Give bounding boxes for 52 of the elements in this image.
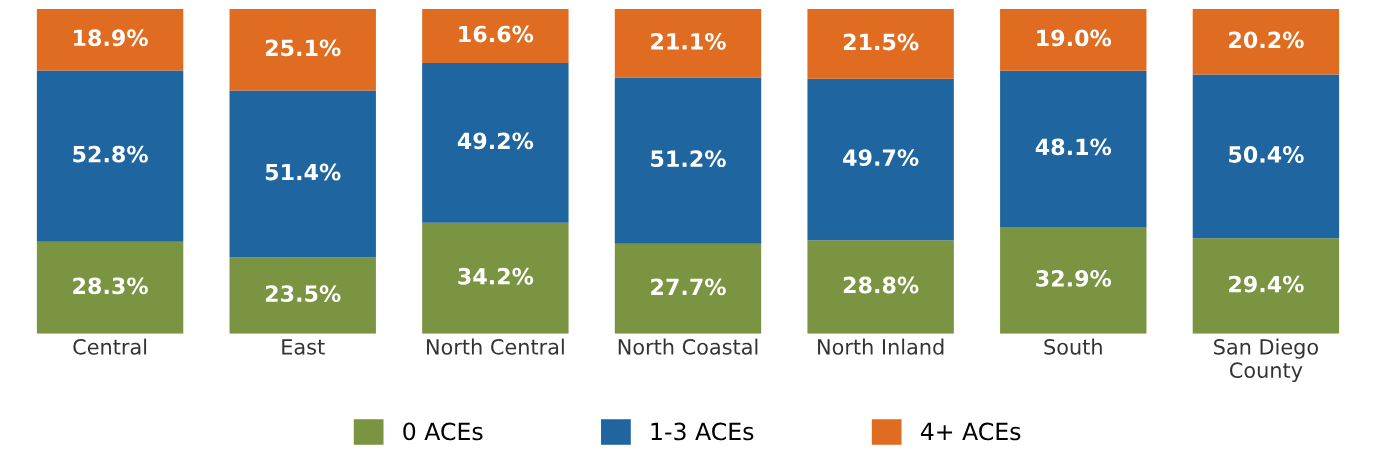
bar [614,77,762,244]
bar [1192,9,1340,75]
data-label: 29.4% [1229,275,1304,293]
data-label: 49.7% [843,149,919,166]
bar [807,9,954,79]
data-label: 27.7% [651,278,726,296]
legend-label: 1-3 ACEs [651,422,754,441]
legend-label: 4+ ACEs [920,422,1021,441]
bar [1000,226,1147,334]
bar [1000,9,1147,71]
x-tick-label: South [1044,338,1102,355]
bar [614,243,762,334]
data-label: 19.0% [1037,29,1112,47]
bar [422,9,569,63]
bar [1000,70,1147,227]
data-label: 25.1% [265,39,341,57]
bar [614,9,762,78]
bar [422,222,569,334]
data-label: 34.2% [458,267,534,285]
x-tick-label: East [282,339,325,355]
data-label: 16.6% [459,25,534,43]
bar [229,90,376,258]
x-tick-label: North Inland [818,338,944,355]
data-label: 21.1% [651,32,726,50]
x-tick-label: Central [73,338,147,355]
data-label: 32.9% [1036,269,1112,287]
bar [422,62,569,223]
legend-label: 0 ACEs [403,422,483,441]
data-label: 50.4% [1229,146,1304,163]
data-label: 21.5% [843,33,919,51]
x-tick-label: North Central [427,338,564,355]
bar [36,241,184,334]
data-label: 23.5% [265,285,341,303]
data-label: 48.1% [1035,138,1112,156]
data-label: 49.2% [457,132,534,150]
x-tick-label: North Coastal [618,338,758,355]
data-label: 20.2% [1229,31,1304,49]
bar [807,78,954,241]
data-label: 18.9% [74,29,148,47]
bar [1192,238,1340,334]
data-label: 28.3% [73,277,148,295]
bar [229,9,376,91]
data-label: 51.2% [651,150,726,168]
bar [36,9,184,71]
data-label: 28.8% [843,276,919,294]
data-label: 52.8% [73,145,148,163]
bar [807,240,954,334]
bar [229,257,376,334]
bar [1192,74,1340,239]
x-tick-label: San Diego County [1214,338,1318,383]
bar [36,70,184,242]
data-label: 51.4% [265,163,341,181]
